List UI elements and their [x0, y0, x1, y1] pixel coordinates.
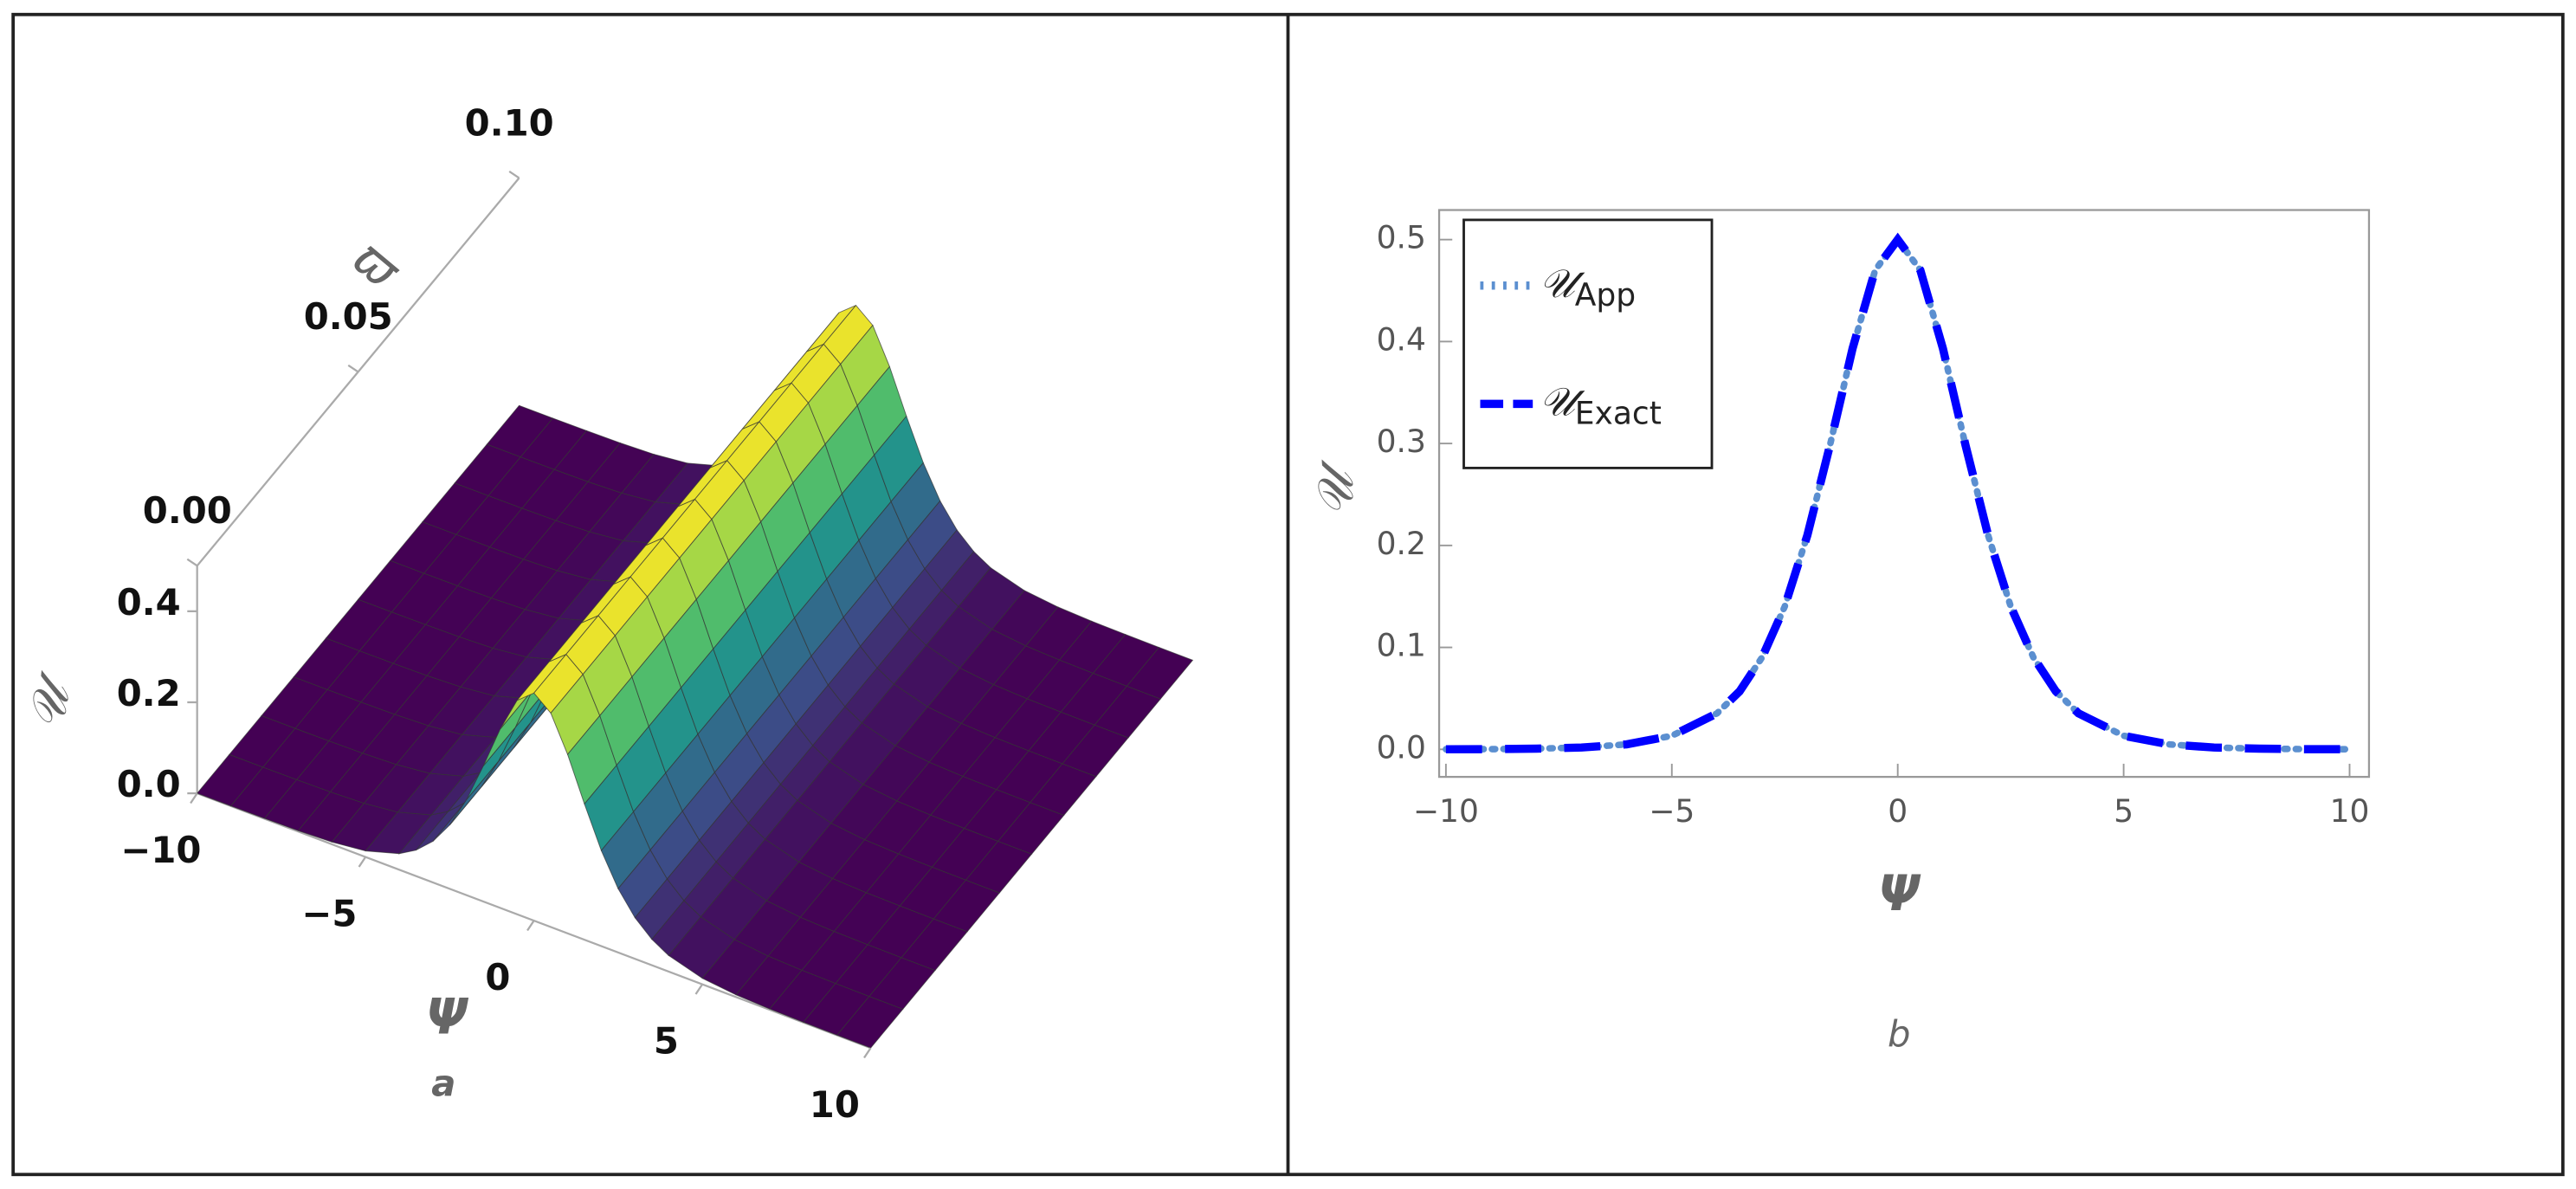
x-tick-label: 10: [2330, 794, 2370, 830]
x-tick-label: −5: [1649, 794, 1695, 830]
x-tick-label: −10: [120, 829, 201, 871]
y-tick-label: 0.1: [1377, 629, 1426, 664]
z-tick-label: 0.0: [117, 763, 181, 805]
y-axis-label: ϖ: [342, 229, 411, 300]
y-tick-label: 0.5: [1377, 221, 1426, 256]
x-tick-label: 10: [810, 1083, 860, 1126]
z-tick-label: 0.2: [117, 672, 181, 714]
z-axis-label: 𝒰: [17, 668, 83, 733]
surface-cell: [1126, 647, 1194, 700]
z-tick-label: 0.4: [117, 581, 181, 624]
x-tick-label: 0: [485, 956, 510, 998]
x-tick: [358, 856, 367, 868]
x-tick: [863, 1047, 872, 1059]
caption: b: [1888, 1012, 1911, 1055]
caption: a: [431, 1062, 455, 1104]
y-tick-label: 0.05: [304, 295, 393, 338]
legend-subscript: Exact: [1575, 397, 1662, 432]
x-tick-label: −10: [1413, 794, 1479, 830]
x-tick: [190, 792, 198, 805]
legend-subscript: App: [1575, 278, 1636, 313]
y-axis-label: 𝒰: [1307, 459, 1365, 516]
y-tick-label: 0.0: [1377, 730, 1426, 766]
legend-box: [1462, 218, 1714, 469]
x-tick-label: 5: [654, 1019, 679, 1062]
x-tick: [526, 920, 535, 932]
x-tick: [694, 984, 704, 995]
x-axis-label: Ψ: [1878, 865, 1921, 922]
x-tick-label: 0: [1888, 794, 1908, 830]
y-tick-label: 0.2: [1377, 527, 1426, 562]
series-line: [1445, 232, 2350, 753]
y-tick: [186, 558, 198, 567]
legend-label: 𝒰Exact: [1540, 378, 1662, 432]
plot-frame: [1437, 209, 2371, 779]
x-axis-label: Ψ: [426, 989, 469, 1046]
y-tick-label: 0.4: [1377, 322, 1426, 358]
y-tick-label: 0.3: [1377, 424, 1426, 460]
y-tick: [508, 170, 520, 179]
y-tick: [347, 364, 359, 373]
x-tick-label: −5: [301, 892, 357, 934]
y-tick-label: 0.10: [465, 101, 554, 144]
y-tick-label: 0.00: [143, 489, 232, 532]
x-tick-label: 5: [2114, 794, 2134, 830]
